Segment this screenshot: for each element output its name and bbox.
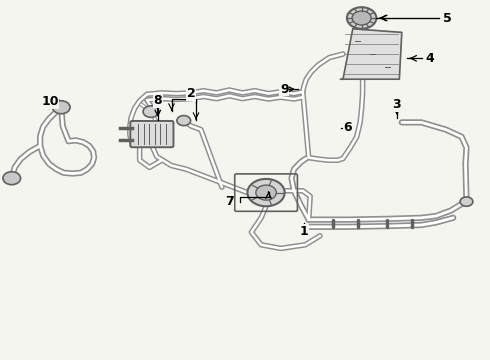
Text: 8: 8	[153, 94, 162, 107]
Text: 6: 6	[343, 121, 352, 134]
Circle shape	[177, 116, 191, 126]
Circle shape	[143, 106, 159, 117]
Polygon shape	[341, 29, 402, 79]
Text: 1: 1	[299, 225, 308, 238]
Text: 5: 5	[442, 12, 451, 24]
Text: 4: 4	[426, 52, 435, 65]
Circle shape	[52, 101, 70, 114]
Circle shape	[347, 7, 376, 29]
Circle shape	[352, 11, 371, 25]
Circle shape	[460, 197, 473, 206]
Circle shape	[256, 185, 276, 200]
Text: 7: 7	[225, 195, 234, 208]
Text: 3: 3	[392, 98, 401, 111]
Text: 2: 2	[187, 87, 196, 100]
FancyBboxPatch shape	[130, 121, 173, 147]
Circle shape	[3, 172, 21, 185]
Text: 9: 9	[280, 83, 289, 96]
Text: 10: 10	[41, 95, 59, 108]
Circle shape	[247, 179, 285, 206]
